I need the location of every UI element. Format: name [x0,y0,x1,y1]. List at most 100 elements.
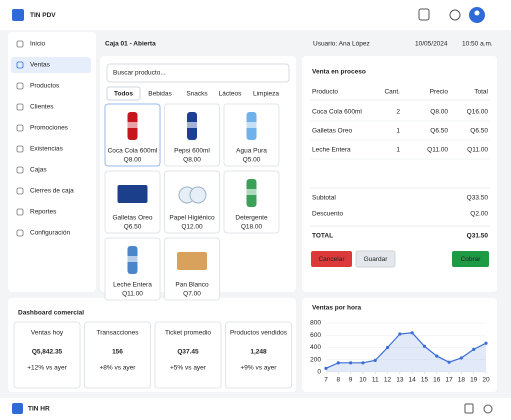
sale-cell: Q11.00 [427,147,448,154]
nav-item[interactable]: Promociones [30,125,69,132]
nav-item[interactable]: Cajas [30,167,47,174]
nav-icon [16,124,24,132]
user-label: Usuario: Ana López [313,41,370,48]
sale-column: Total [474,89,488,96]
top-bar [0,0,511,30]
nav-item[interactable]: Cierres de caja [30,188,74,195]
nav-icon [16,208,24,216]
button[interactable] [452,251,489,267]
summary-label: Descuento [312,211,343,218]
x-tick-label: 11 [372,377,379,384]
search-box[interactable] [106,63,290,83]
kpi-card [13,321,81,389]
product-price: Q6.50 [124,224,142,231]
nav-icon [16,166,24,174]
button-label[interactable]: Cancelar [318,256,345,263]
product-price: Q11.00 [122,291,143,298]
product-label [127,256,138,262]
product-label [187,122,197,128]
tab[interactable]: Bebidas [148,91,172,98]
product-price: Q5.00 [243,157,261,164]
kpi-label: Transacciones [96,330,139,337]
summary-value: Q2.00 [470,211,488,218]
product-name: Coca Cola 600ml [108,148,158,155]
footer-icon[interactable] [483,404,493,414]
x-tick-label: 15 [421,377,429,384]
nav-item[interactable]: Productos [30,83,60,90]
product-name: Pepsi 600ml [174,148,210,155]
sale-column: Producto [312,89,338,96]
x-tick-label: 12 [384,377,392,384]
sale-cell: Galletas Oreo [312,128,352,135]
kpi-value: Q5,842.35 [32,349,63,356]
product-label [246,122,257,128]
point [385,345,390,350]
point [435,354,439,358]
point [472,347,476,351]
product-price: Q7.00 [183,291,201,298]
sale-column: Cant. [384,89,400,96]
button[interactable] [355,250,396,268]
y-tick-label: 0 [317,369,321,376]
nav-item[interactable]: Inicio [30,41,46,48]
search-placeholder: Buscar producto... [113,70,166,77]
nav-active-bg [11,57,91,73]
product-label [127,122,138,128]
box-icon[interactable] [418,8,430,21]
nav-item[interactable]: Reportes [30,209,57,216]
nav-icon [16,40,24,48]
product-price: Q8.00 [124,157,142,164]
sale-title: Venta en proceso [312,69,366,76]
x-tick-label: 10 [359,377,367,384]
nav-item[interactable]: Clientes [30,104,54,111]
point [484,341,488,345]
total-value: Q31.50 [467,233,489,240]
nav-item[interactable]: Existencias [30,146,64,153]
button-label[interactable]: Guardar [364,256,389,263]
chart-panel [302,298,497,392]
kpi-card [225,321,292,389]
product-image [189,186,207,204]
tab[interactable]: Lácteos [219,91,243,98]
sale-cell: Q11.00 [467,147,488,154]
x-tick-label: 7 [324,377,328,384]
sale-cell: Q6.50 [470,128,488,135]
tab[interactable]: Snacks [186,91,208,98]
x-tick-label: 16 [433,377,441,384]
product-name: Detergente [235,215,268,222]
settings-icon[interactable] [449,9,461,21]
sale-cell: Leche Entera [312,147,351,154]
y-tick-label: 800 [310,320,321,327]
product-image [177,252,207,270]
point [459,356,463,360]
button-label[interactable]: Cobrar [461,256,482,263]
product-name: Pan Blanco [175,282,209,289]
tab[interactable]: Limpieza [253,91,279,98]
kpi-change: +5% vs ayer [170,365,207,372]
sale-panel [302,56,497,292]
kpi-label: Productos vendidos [230,330,288,337]
point [361,361,365,365]
sale-cell: Q6.50 [430,128,448,135]
button[interactable] [311,251,352,267]
footer-title: TIN HR [28,406,50,413]
nav-item[interactable]: Ventas [30,62,51,69]
sale-column: Precio [430,89,449,96]
x-tick-label: 8 [336,377,340,384]
product-card[interactable] [164,170,220,234]
x-tick-label: 20 [482,377,490,384]
nav-item[interactable]: Configuración [30,230,70,237]
kpi-change: +12% vs ayer [27,365,67,372]
x-tick-label: 18 [458,377,466,384]
time: 10:50 a.m. [462,41,493,48]
chart-title: Ventas por hora [312,305,362,312]
nav-icon [16,103,24,111]
product-price: Q12.00 [181,224,203,231]
product-image [117,185,148,203]
footer-icon[interactable] [464,403,474,414]
x-tick-label: 17 [445,377,453,384]
tab[interactable]: Todos [114,91,133,98]
date: 10/05/2024 [415,41,448,48]
point [447,360,451,364]
nav-icon [16,145,24,153]
